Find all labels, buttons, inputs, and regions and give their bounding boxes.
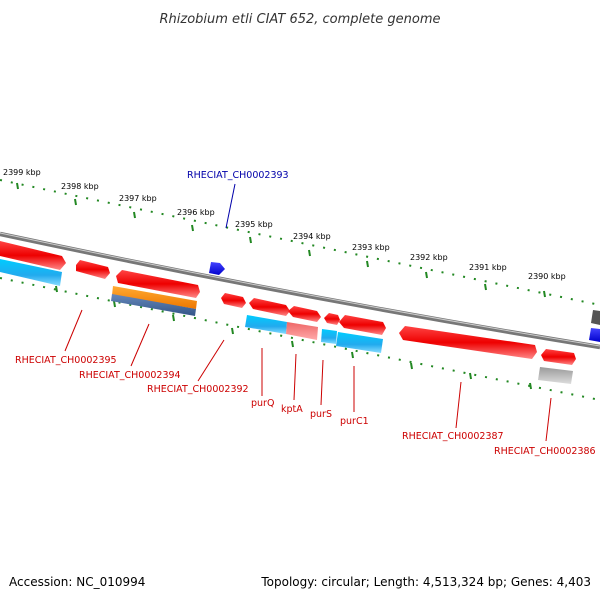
kbp-label: 2399 kbp (3, 168, 41, 177)
feature-track (0, 259, 573, 384)
kbp-label: 2398 kbp (61, 182, 99, 191)
outer-scale-arc (0, 179, 600, 306)
kbp-label: 2390 kbp (528, 272, 566, 281)
feature-cyan-purs[interactable] (321, 329, 337, 344)
gene-labels: RHECIAT_CH0002393 RHECIAT_CH0002395 RHEC… (15, 170, 596, 457)
gene-rheciat-ch0002387[interactable] (399, 326, 537, 359)
kbp-label: 2395 kbp (235, 220, 273, 229)
feature-cyan-purq[interactable] (245, 315, 287, 334)
feature-pink-kpta[interactable] (286, 322, 318, 340)
genome-backbone-highlight (0, 232, 600, 347)
gene-rheciat-ch0002394-fwd[interactable] (116, 270, 200, 298)
gene-label-purc1[interactable]: purC1 (340, 416, 369, 427)
gene-gray-edge[interactable] (591, 310, 600, 325)
feature-gray-2386[interactable] (538, 367, 573, 384)
reverse-genes (209, 262, 600, 342)
kbp-label: 2392 kbp (410, 253, 448, 262)
gene-rheciat-ch0002392[interactable] (221, 293, 246, 308)
gene-label-rheciat-ch0002393[interactable]: RHECIAT_CH0002393 (187, 170, 289, 181)
inner-major-ticks (55, 285, 532, 390)
genome-summary-text: Topology: circular; Length: 4,513,324 bp… (260, 575, 591, 589)
label-leaders (64, 183, 552, 442)
kbp-label: 2396 kbp (177, 208, 215, 217)
genome-backbone (0, 231, 600, 350)
feature-cyan-purc1[interactable] (336, 332, 383, 353)
map-title: Rhizobium etli CIAT 652, complete genome (160, 12, 441, 27)
gene-label-kpta[interactable]: kptA (281, 404, 303, 415)
gene-kpta-fwd[interactable] (288, 306, 321, 322)
kbp-label: 2394 kbp (293, 232, 331, 241)
gene-rheciat-ch0002386-fwd[interactable] (541, 349, 576, 365)
feature-orange[interactable] (112, 286, 197, 309)
gene-rheciat-ch0002395[interactable] (0, 241, 66, 270)
kbp-labels: 2399 kbp 2398 kbp 2397 kbp 2396 kbp 2395… (3, 168, 566, 281)
forward-genes (0, 241, 576, 365)
gene-label-rheciat-ch0002392[interactable]: RHECIAT_CH0002392 (147, 384, 249, 395)
gene-rheciat-ch0002393[interactable] (209, 262, 225, 275)
accession-text: Accession: NC_010994 (9, 575, 145, 589)
kbp-label: 2397 kbp (119, 194, 157, 203)
gene-reverse-edge[interactable] (589, 328, 600, 342)
gene-label-rheciat-ch0002386[interactable]: RHECIAT_CH0002386 (494, 446, 596, 457)
gene-label-rheciat-ch0002394[interactable]: RHECIAT_CH0002394 (79, 370, 181, 381)
kbp-label: 2391 kbp (469, 263, 507, 272)
outer-major-ticks (16, 182, 546, 298)
feature-cyan-1[interactable] (0, 259, 62, 286)
gene-label-purs[interactable]: purS (310, 409, 332, 420)
gene-label-purq[interactable]: purQ (251, 398, 274, 409)
gene-label-rheciat-ch0002395[interactable]: RHECIAT_CH0002395 (15, 355, 117, 366)
gene-purc1-fwd[interactable] (339, 315, 386, 335)
gene-purs-fwd[interactable] (324, 313, 340, 325)
gene-forward-a[interactable] (76, 260, 110, 279)
gene-label-rheciat-ch0002387[interactable]: RHECIAT_CH0002387 (402, 431, 504, 442)
feature-steel[interactable] (111, 294, 196, 316)
gene-purq-fwd[interactable] (249, 298, 290, 316)
kbp-label: 2393 kbp (352, 243, 390, 252)
